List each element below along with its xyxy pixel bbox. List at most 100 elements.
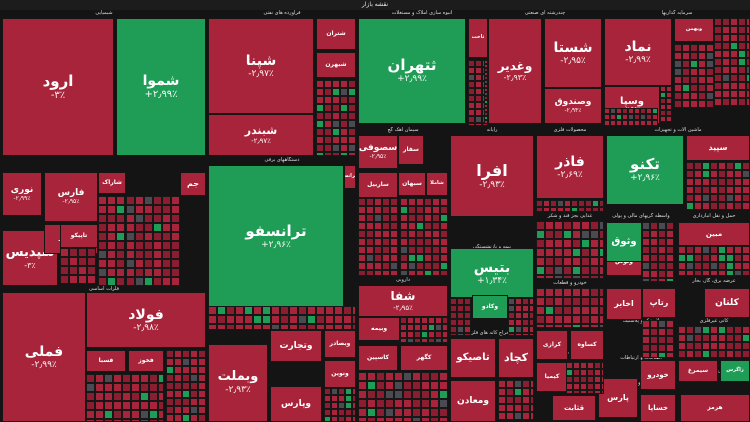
treemap-small-tile[interactable] [135,223,144,232]
treemap-small-tile[interactable] [658,238,666,246]
treemap-small-tile[interactable] [366,206,374,214]
treemap-small-tile[interactable] [650,238,658,246]
treemap-small-tile[interactable] [403,372,412,381]
treemap-small-tile[interactable] [581,315,590,324]
treemap-small-tile[interactable] [162,250,171,259]
treemap-small-tile[interactable] [382,262,390,270]
treemap-small-tile[interactable] [414,317,421,324]
treemap-small-tile[interactable] [400,214,408,222]
treemap-small-tile[interactable] [366,222,374,230]
treemap-small-tile[interactable] [158,392,164,401]
treemap-small-tile[interactable] [324,80,332,88]
treemap-small-tile[interactable] [190,366,198,374]
treemap-small-tile[interactable] [718,194,726,202]
treemap-small-tile[interactable] [367,390,376,399]
treemap-small-tile[interactable] [622,114,628,120]
treemap-small-tile[interactable] [400,254,408,262]
treemap-tile[interactable]: کاسپین [358,345,398,371]
treemap-tile[interactable]: کساوه [570,330,604,360]
treemap-small-tile[interactable] [515,326,522,333]
treemap-small-tile[interactable] [730,74,738,82]
treemap-small-tile[interactable] [316,152,324,156]
treemap-small-tile[interactable] [545,275,554,279]
treemap-small-tile[interactable] [726,178,734,186]
treemap-small-tile[interactable] [658,320,666,328]
treemap-small-tile[interactable] [457,333,464,336]
treemap-small-tile[interactable] [457,319,464,326]
treemap-small-tile[interactable] [408,262,416,270]
treemap-small-tile[interactable] [666,344,674,352]
treemap-small-tile[interactable] [116,277,125,286]
treemap-small-tile[interactable] [332,88,340,96]
treemap-small-tile[interactable] [594,369,601,376]
treemap-small-tile[interactable] [412,381,421,390]
treemap-small-tile[interactable] [714,26,722,34]
treemap-tile[interactable]: شاراک [98,172,126,194]
treemap-small-tile[interactable] [182,382,190,390]
treemap-small-tile[interactable] [153,223,162,232]
treemap-small-tile[interactable] [678,342,686,350]
treemap-small-tile[interactable] [475,74,482,81]
treemap-small-tile[interactable] [660,92,666,98]
treemap-small-tile[interactable] [590,288,599,297]
treemap-small-tile[interactable] [694,262,702,270]
treemap-small-tile[interactable] [536,239,545,248]
treemap-small-tile[interactable] [738,74,746,82]
treemap-small-tile[interactable] [307,315,316,324]
treemap-small-tile[interactable] [686,350,694,358]
treemap-small-tile[interactable] [316,128,324,136]
treemap-small-tile[interactable] [658,262,666,270]
treemap-small-tile[interactable] [135,214,144,223]
treemap-small-tile[interactable] [116,241,125,250]
treemap-small-tile[interactable] [658,230,666,238]
treemap-small-tile[interactable] [522,298,529,305]
treemap-small-tile[interactable] [580,390,587,394]
treemap-small-tile[interactable] [726,350,734,358]
treemap-small-tile[interactable] [698,92,706,100]
treemap-small-tile[interactable] [394,408,403,417]
treemap-tile[interactable]: مبین [678,222,750,246]
treemap-small-tile[interactable] [642,254,650,262]
treemap-small-tile[interactable] [430,417,439,422]
treemap-small-tile[interactable] [171,205,180,214]
treemap-small-tile[interactable] [468,88,475,95]
treemap-small-tile[interactable] [430,390,439,399]
treemap-small-tile[interactable] [430,372,439,381]
treemap-small-tile[interactable] [366,254,374,262]
treemap-small-tile[interactable] [340,96,348,104]
treemap-small-tile[interactable] [334,324,343,330]
treemap-small-tile[interactable] [424,254,432,262]
treemap-small-tile[interactable] [430,399,439,408]
treemap-small-tile[interactable] [367,408,376,417]
treemap-small-tile[interactable] [514,380,522,388]
treemap-small-tile[interactable] [522,380,530,388]
treemap-small-tile[interactable] [536,221,545,230]
treemap-small-tile[interactable] [686,186,694,194]
treemap-tile[interactable]: کیمیا [536,362,568,392]
treemap-small-tile[interactable] [126,223,135,232]
treemap-small-tile[interactable] [332,144,340,152]
treemap-small-tile[interactable] [400,270,408,276]
treemap-small-tile[interactable] [316,306,325,315]
treemap-small-tile[interactable] [666,328,674,336]
treemap-small-tile[interactable] [714,18,722,26]
treemap-small-tile[interactable] [581,230,590,239]
treemap-small-tile[interactable] [280,306,289,315]
treemap-small-tile[interactable] [340,136,348,144]
treemap-small-tile[interactable] [722,50,730,58]
treemap-small-tile[interactable] [554,275,563,279]
treemap-small-tile[interactable] [408,238,416,246]
treemap-small-tile[interactable] [366,270,374,276]
treemap-small-tile[interactable] [390,262,398,270]
treemap-small-tile[interactable] [352,315,356,324]
treemap-small-tile[interactable] [714,42,722,50]
treemap-small-tile[interactable] [722,26,730,34]
treemap-small-tile[interactable] [650,328,658,336]
treemap-small-tile[interactable] [573,383,580,390]
treemap-small-tile[interactable] [722,34,730,42]
treemap-small-tile[interactable] [95,374,104,383]
treemap-small-tile[interactable] [484,60,488,64]
treemap-small-tile[interactable] [144,259,153,268]
treemap-small-tile[interactable] [86,383,95,392]
treemap-small-tile[interactable] [714,66,722,74]
